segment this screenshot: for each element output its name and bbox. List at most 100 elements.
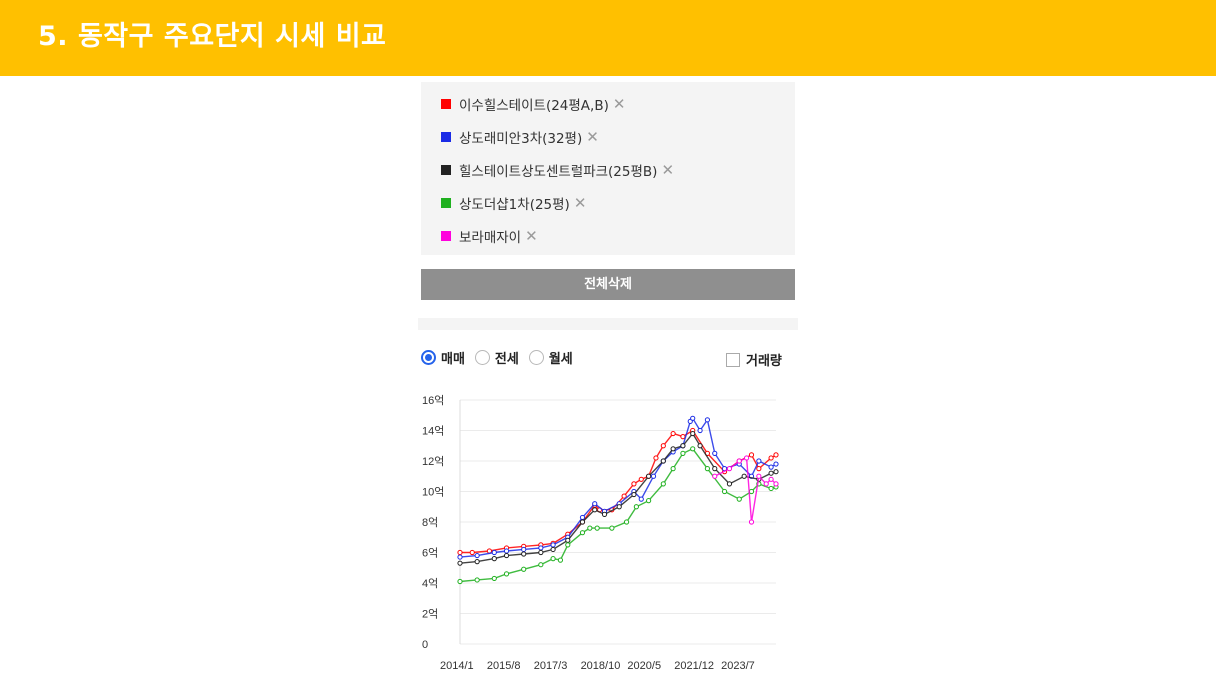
- volume-checkbox[interactable]: [726, 352, 740, 367]
- data-point: [653, 455, 659, 461]
- legend-item: 상도래미안3차(32평) ✕: [441, 126, 599, 148]
- close-icon[interactable]: ✕: [573, 194, 587, 212]
- legend-label: 보라매자이: [459, 230, 522, 246]
- radio-jeonse[interactable]: 전세: [474, 348, 519, 367]
- legend-label: 상도래미안3차(32평): [459, 131, 583, 147]
- data-point: [712, 473, 718, 479]
- data-point: [565, 542, 571, 548]
- data-point: [773, 461, 779, 467]
- data-point: [638, 496, 644, 502]
- volume-toggle[interactable]: 거래량: [726, 350, 782, 369]
- data-point: [697, 443, 703, 449]
- data-point: [773, 452, 779, 458]
- close-icon[interactable]: ✕: [525, 227, 538, 245]
- legend-item: 이수힐스테이트(24평A,B) ✕: [441, 93, 625, 115]
- data-point: [756, 458, 762, 464]
- data-point: [550, 556, 556, 562]
- data-point: [704, 466, 711, 472]
- y-tick-label: 12억: [422, 455, 444, 468]
- data-point: [748, 519, 755, 525]
- series-line: [457, 430, 779, 566]
- data-point: [744, 455, 750, 461]
- data-point: [660, 458, 666, 464]
- x-tick-label: 2017/3: [534, 660, 568, 672]
- data-point: [704, 417, 711, 423]
- data-point: [741, 473, 747, 479]
- y-tick-label: 10억: [422, 486, 444, 499]
- color-swatch: [441, 165, 451, 175]
- data-point: [773, 469, 779, 475]
- data-point: [631, 481, 637, 487]
- y-tick-label: 16억: [422, 394, 444, 407]
- series-path: [459, 432, 777, 564]
- legend-item: 보라매자이 ✕: [441, 225, 538, 247]
- data-point: [680, 434, 686, 440]
- x-tick-label: 2014/1: [440, 660, 474, 672]
- trade-type-tabs: 매매 전세 월세: [421, 348, 583, 367]
- data-point: [491, 575, 497, 582]
- data-point: [736, 458, 742, 464]
- data-point: [491, 556, 497, 562]
- data-point: [680, 450, 686, 456]
- legend-label: 상도더샵1차(25평): [459, 197, 570, 213]
- data-point: [690, 415, 696, 421]
- data-point: [660, 481, 666, 487]
- data-point: [457, 554, 463, 560]
- radio-circle[interactable]: [528, 350, 544, 365]
- x-tick-label: 2018/10: [581, 660, 621, 672]
- y-tick-label: 14억: [422, 425, 444, 438]
- header-banner: 5. 동작구 주요단지 시세 비교: [0, 0, 1216, 76]
- data-point: [712, 466, 718, 472]
- data-point: [756, 473, 762, 479]
- data-point: [768, 455, 774, 461]
- data-point: [721, 488, 728, 495]
- data-point: [503, 552, 510, 559]
- y-tick-label: 0: [422, 639, 428, 651]
- volume-label: 거래량: [746, 354, 782, 369]
- radio-sale[interactable]: 매매: [421, 348, 465, 367]
- data-point: [623, 519, 630, 525]
- data-point: [736, 496, 742, 502]
- data-point: [538, 545, 544, 551]
- legend-item: 상도더샵1차(25평) ✕: [441, 192, 586, 214]
- color-swatch: [441, 231, 451, 241]
- close-icon[interactable]: ✕: [586, 128, 599, 146]
- series-line: [457, 446, 779, 585]
- data-point: [631, 491, 637, 498]
- y-tick-label: 6억: [422, 547, 438, 560]
- y-tick-label: 2억: [422, 608, 438, 621]
- data-point: [474, 577, 480, 583]
- radio-monthly[interactable]: 월세: [528, 348, 573, 367]
- radio-label: 매매: [441, 352, 465, 367]
- data-point: [594, 525, 600, 531]
- data-point: [474, 552, 480, 559]
- data-point: [768, 464, 774, 470]
- data-point: [491, 549, 497, 556]
- data-point: [503, 548, 510, 554]
- data-point: [712, 450, 718, 456]
- data-point: [469, 549, 475, 556]
- series-path: [459, 417, 777, 558]
- data-point: [650, 473, 657, 479]
- data-point: [538, 549, 544, 556]
- data-point: [579, 519, 586, 525]
- data-point: [457, 578, 463, 585]
- data-point: [670, 446, 676, 452]
- series-group: [457, 415, 779, 585]
- data-point: [503, 571, 510, 577]
- data-point: [550, 542, 556, 548]
- color-swatch: [441, 198, 451, 208]
- radio-circle[interactable]: [474, 350, 490, 365]
- radio-circle[interactable]: [421, 350, 436, 365]
- data-point: [538, 562, 544, 568]
- price-chart: 0 2억 4억 6억 8억 10억 12억 14억 16억 2014/1 2015/8 2017/3…: [422, 394, 779, 672]
- close-icon[interactable]: ✕: [661, 161, 675, 179]
- data-point: [550, 546, 556, 553]
- legend-panel: 이수힐스테이트(24평A,B) ✕ 상도래미안3차(32평) ✕ 힐스테이트상도…: [421, 82, 795, 255]
- data-point: [763, 481, 769, 487]
- close-icon[interactable]: ✕: [612, 95, 626, 113]
- x-tick-label: 2020/5: [627, 660, 661, 672]
- data-point: [457, 560, 463, 566]
- data-point: [474, 559, 480, 565]
- clear-all-button[interactable]: 전체삭제: [421, 269, 795, 300]
